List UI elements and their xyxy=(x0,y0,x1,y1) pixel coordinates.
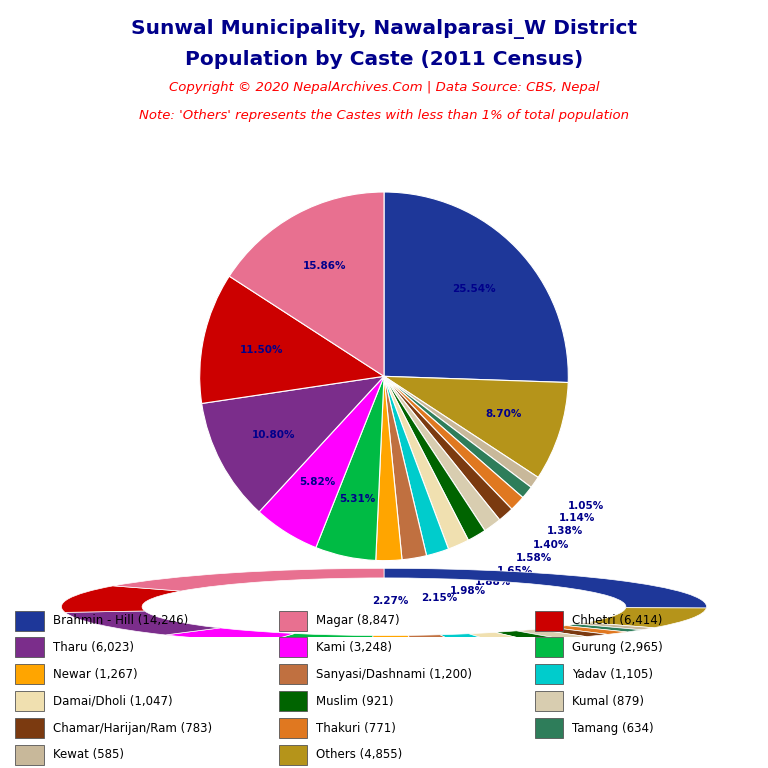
Bar xyxy=(535,718,563,738)
Bar xyxy=(15,637,44,657)
Text: 1.88%: 1.88% xyxy=(475,577,511,587)
Wedge shape xyxy=(384,376,468,549)
Wedge shape xyxy=(259,376,384,548)
Bar xyxy=(279,637,307,657)
Text: Population by Caste (2011 Census): Population by Caste (2011 Census) xyxy=(185,50,583,69)
Wedge shape xyxy=(566,624,641,632)
Text: 1.58%: 1.58% xyxy=(516,553,552,563)
Wedge shape xyxy=(384,376,485,540)
Text: Kami (3,248): Kami (3,248) xyxy=(316,641,392,654)
Wedge shape xyxy=(408,634,458,645)
Wedge shape xyxy=(113,568,384,591)
Wedge shape xyxy=(384,376,523,509)
Wedge shape xyxy=(384,376,538,488)
Wedge shape xyxy=(586,607,707,627)
Wedge shape xyxy=(536,627,607,637)
Bar xyxy=(279,664,307,684)
Wedge shape xyxy=(265,634,373,645)
Text: Sanyasi/Dashnami (1,200): Sanyasi/Dashnami (1,200) xyxy=(316,668,472,680)
Bar xyxy=(15,718,44,738)
Text: Note: 'Others' represents the Castes with less than 1% of total population: Note: 'Others' represents the Castes wit… xyxy=(139,109,629,122)
Text: 1.98%: 1.98% xyxy=(449,587,485,597)
Wedge shape xyxy=(384,376,426,560)
Wedge shape xyxy=(440,634,497,644)
Text: 2.27%: 2.27% xyxy=(372,596,408,606)
Text: Sunwal Municipality, Nawalparasi_W District: Sunwal Municipality, Nawalparasi_W Distr… xyxy=(131,19,637,39)
Bar xyxy=(535,664,563,684)
Bar xyxy=(535,637,563,657)
Text: 1.14%: 1.14% xyxy=(558,513,595,523)
Bar xyxy=(279,691,307,711)
Bar xyxy=(535,691,563,711)
Text: Others (4,855): Others (4,855) xyxy=(316,749,402,761)
Text: 15.86%: 15.86% xyxy=(303,261,346,271)
Text: Tamang (634): Tamang (634) xyxy=(572,722,654,734)
Text: 5.82%: 5.82% xyxy=(299,478,336,488)
Wedge shape xyxy=(495,631,561,641)
Text: Yadav (1,105): Yadav (1,105) xyxy=(572,668,653,680)
Wedge shape xyxy=(551,626,627,634)
Bar xyxy=(279,745,307,765)
Wedge shape xyxy=(61,586,181,612)
Wedge shape xyxy=(577,623,654,630)
Text: 8.70%: 8.70% xyxy=(485,409,521,419)
Bar xyxy=(15,611,44,631)
Text: Copyright © 2020 NepalArchives.Com | Data Source: CBS, Nepal: Copyright © 2020 NepalArchives.Com | Dat… xyxy=(169,81,599,94)
Wedge shape xyxy=(202,376,384,511)
Text: 1.05%: 1.05% xyxy=(568,501,604,511)
Text: 5.31%: 5.31% xyxy=(339,494,376,504)
Wedge shape xyxy=(516,629,586,639)
Bar xyxy=(15,745,44,765)
Text: 1.40%: 1.40% xyxy=(533,540,569,550)
Wedge shape xyxy=(384,376,449,556)
Text: Magar (8,847): Magar (8,847) xyxy=(316,614,400,627)
Wedge shape xyxy=(384,376,500,531)
Text: Gurung (2,965): Gurung (2,965) xyxy=(572,641,663,654)
Bar xyxy=(15,664,44,684)
Wedge shape xyxy=(65,611,220,635)
Wedge shape xyxy=(384,376,531,498)
Wedge shape xyxy=(384,192,568,382)
Text: 1.38%: 1.38% xyxy=(547,526,583,536)
Text: Damai/Dholi (1,047): Damai/Dholi (1,047) xyxy=(53,695,173,707)
Text: Muslim (921): Muslim (921) xyxy=(316,695,394,707)
Bar xyxy=(535,611,563,631)
Text: 11.50%: 11.50% xyxy=(240,345,283,355)
Text: Thakuri (771): Thakuri (771) xyxy=(316,722,396,734)
Wedge shape xyxy=(230,192,384,376)
Text: Tharu (6,023): Tharu (6,023) xyxy=(53,641,134,654)
Text: Chhetri (6,414): Chhetri (6,414) xyxy=(572,614,663,627)
Wedge shape xyxy=(369,635,415,645)
Wedge shape xyxy=(384,568,707,608)
Wedge shape xyxy=(200,276,384,403)
Text: Chamar/Harijan/Ram (783): Chamar/Harijan/Ram (783) xyxy=(53,722,212,734)
Text: 10.80%: 10.80% xyxy=(251,430,295,440)
Text: 25.54%: 25.54% xyxy=(452,284,496,294)
Text: 1.65%: 1.65% xyxy=(497,566,534,576)
Text: Kumal (879): Kumal (879) xyxy=(572,695,644,707)
Bar xyxy=(279,718,307,738)
Bar xyxy=(15,691,44,711)
Wedge shape xyxy=(376,376,402,561)
Text: Brahmin - Hill (14,246): Brahmin - Hill (14,246) xyxy=(53,614,188,627)
Wedge shape xyxy=(384,376,511,520)
Bar xyxy=(279,611,307,631)
Text: Newar (1,267): Newar (1,267) xyxy=(53,668,137,680)
Wedge shape xyxy=(165,628,295,642)
Wedge shape xyxy=(316,376,384,561)
Text: 2.15%: 2.15% xyxy=(421,593,457,603)
Wedge shape xyxy=(468,632,531,643)
Text: Kewat (585): Kewat (585) xyxy=(53,749,124,761)
Wedge shape xyxy=(384,376,568,478)
